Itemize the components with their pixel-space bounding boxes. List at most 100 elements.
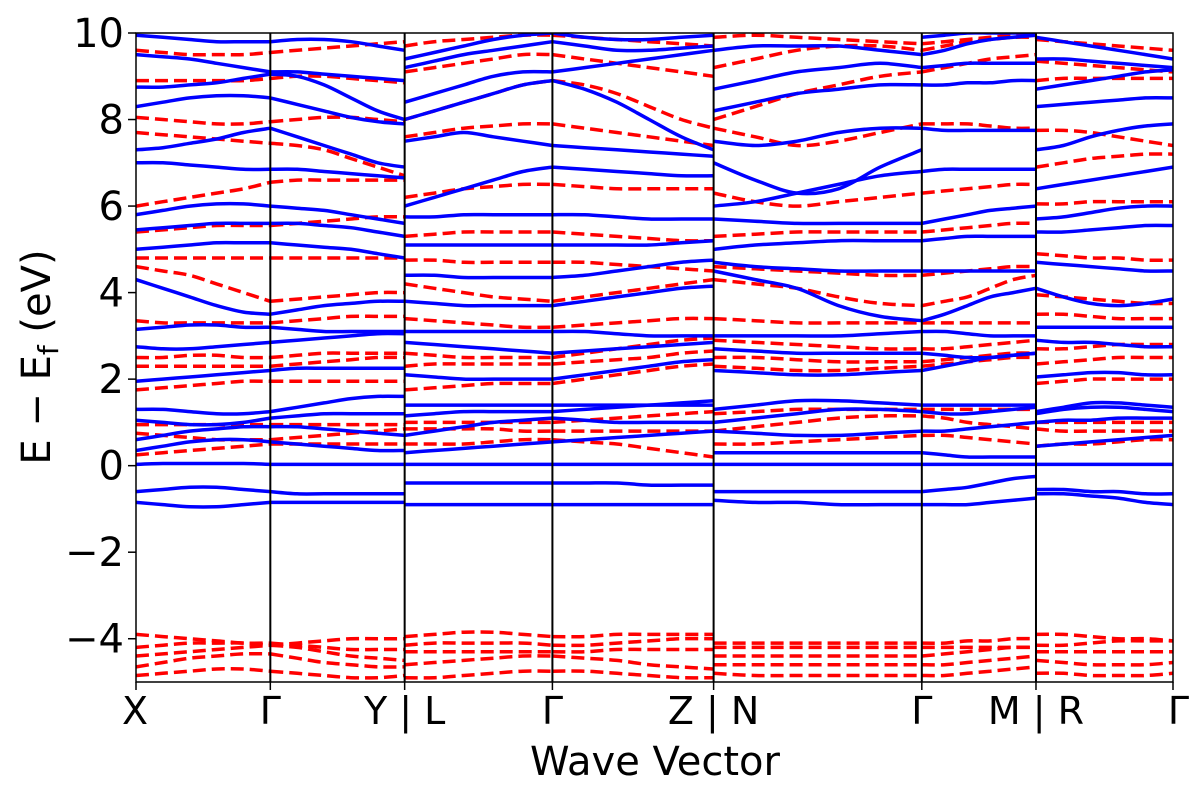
dashed-band-seg5-2 [921,645,1037,658]
y-tick-label-1: 8 [99,98,124,144]
dashed-band-seg6-8 [1035,377,1173,386]
solid-band-seg6-3 [1035,433,1173,448]
dashed-band-seg4-16 [713,122,923,148]
dashed-band-seg0-17 [136,115,271,126]
dashed-band-seg4-13 [713,264,922,278]
solid-band-seg0-17 [136,72,271,89]
dashed-band-seg1-12 [270,290,405,304]
dashed-band-seg5-0 [921,665,1037,678]
x-axis-label: Wave Vector [530,739,781,785]
solid-band-seg3-4 [552,416,714,425]
solid-band-seg1-3 [270,440,405,453]
dashed-band-seg4-9 [713,355,922,364]
solid-band-seg0-7 [136,368,271,384]
dashed-band-seg2-8 [404,381,553,392]
dashed-band-seg1-15 [270,178,405,185]
solid-band-seg2-18 [404,39,553,70]
dashed-band-seg3-5 [552,437,714,459]
y-axis-label-main: E − E [14,355,60,465]
plot-frame [135,32,1174,683]
solid-band-seg6-6 [1035,400,1173,414]
solid-band-seg4-7 [713,368,922,377]
y-tick-label-0: 10 [73,11,124,57]
solid-band-seg2-14 [404,165,553,208]
solid-band-seg2-8 [404,340,553,355]
solid-band-seg4-19 [713,43,922,57]
dashed-band-seg2-5 [404,437,553,446]
solid-band-seg4-8 [713,347,922,356]
solid-band-seg3-19 [552,33,714,42]
solid-band-seg0-8 [136,340,271,351]
solid-band-seg2-15 [404,130,553,148]
x-tick-label-2: Y | L [363,689,445,734]
dashed-band-seg3-15 [552,182,714,191]
solid-band-seg1-8 [270,331,405,345]
y-axis-label-subscript: f [32,344,65,355]
solid-band-seg1-14 [270,167,405,180]
solid-band-seg2-3 [404,440,553,455]
solid-band-seg3-3 [552,429,714,444]
dashed-band-seg3-3 [552,636,714,648]
dashed-band-seg5-1 [921,654,1037,667]
dashed-band-seg6-9 [1035,355,1173,366]
solid-band-seg0-9 [136,323,271,332]
solid-band-seg0-18 [136,52,271,74]
dashed-band-seg0-3 [136,641,271,650]
solid-band-seg1-1 [270,489,405,496]
solid-band-seg1-18 [270,70,405,83]
dashed-band-seg0-19 [136,48,271,57]
solid-band-seg5-14 [921,167,1036,174]
dashed-band-seg6-6 [1035,427,1173,433]
solid-band-seg3-17 [552,48,714,74]
solid-band-seg6-15 [1035,122,1173,152]
dashed-band-seg2-6 [404,426,553,433]
x-tick-label-1: Γ [260,689,281,733]
solid-band-seg0-11 [136,240,271,252]
solid-band-seg0-0 [136,500,271,509]
solid-band-seg2-7 [404,373,553,382]
solid-band-seg0-6 [136,407,271,416]
dashed-band-seg4-8 [713,364,922,373]
solid-band-seg5-1 [921,474,1037,494]
solid-band-seg6-8 [1035,338,1173,349]
dashed-band-seg6-4 [1035,632,1173,643]
solid-band-seg5-18 [921,33,1037,57]
solid-band-seg5-3 [921,450,1036,459]
solid-band-seg1-9 [270,325,405,334]
dashed-band-seg5-19 [921,33,1037,46]
y-axis-label: E − Ef (eV) [14,249,65,464]
solid-band-seg4-11 [713,260,922,273]
dashed-band-seg6-10 [1035,342,1173,351]
dashed-band-seg2-10 [404,351,553,360]
y-tick-label-6: −2 [65,530,124,576]
solid-band-seg3-12 [552,238,714,247]
solid-band-seg4-15 [712,148,923,196]
solid-band-seg0-14 [136,160,271,172]
dashed-band-seg2-3 [404,641,553,647]
dashed-band-seg6-1 [1035,658,1173,667]
solid-band-seg6-1 [1035,487,1173,496]
dashed-band-seg6-14 [1035,199,1173,206]
solid-band-seg5-13 [921,204,1037,226]
dashed-band-seg2-14 [404,230,553,239]
dashed-band-seg0-11 [136,318,271,325]
y-tick-label-3: 4 [99,271,124,317]
dashed-band-seg3-12 [552,277,714,304]
dashed-band-seg1-2 [270,643,405,663]
solid-band-seg3-1 [552,481,714,488]
solid-band-seg6-16 [1035,95,1173,109]
x-axis: X Γ Y | L Γ Z | N Γ M | R Γ [122,682,1189,734]
dashed-band-seg5-17 [921,52,1037,74]
solid-band-seg1-19 [270,37,405,53]
y-tick-label-4: 2 [99,357,124,403]
dashed-band-seg5-5 [921,433,1037,446]
solid-band-seg3-15 [552,143,714,159]
solid-band-seg3-13 [552,212,714,221]
solid-band-seg6-10 [1035,286,1173,308]
dashed-band-seg5-15 [921,182,1037,195]
bands-layer [136,33,1173,680]
dashed-band-seg6-0 [1035,671,1173,678]
solid-band-seg3-11 [552,258,714,280]
dashed-band-seg1-9 [270,355,405,368]
dashed-band-seg2-13 [404,258,553,265]
